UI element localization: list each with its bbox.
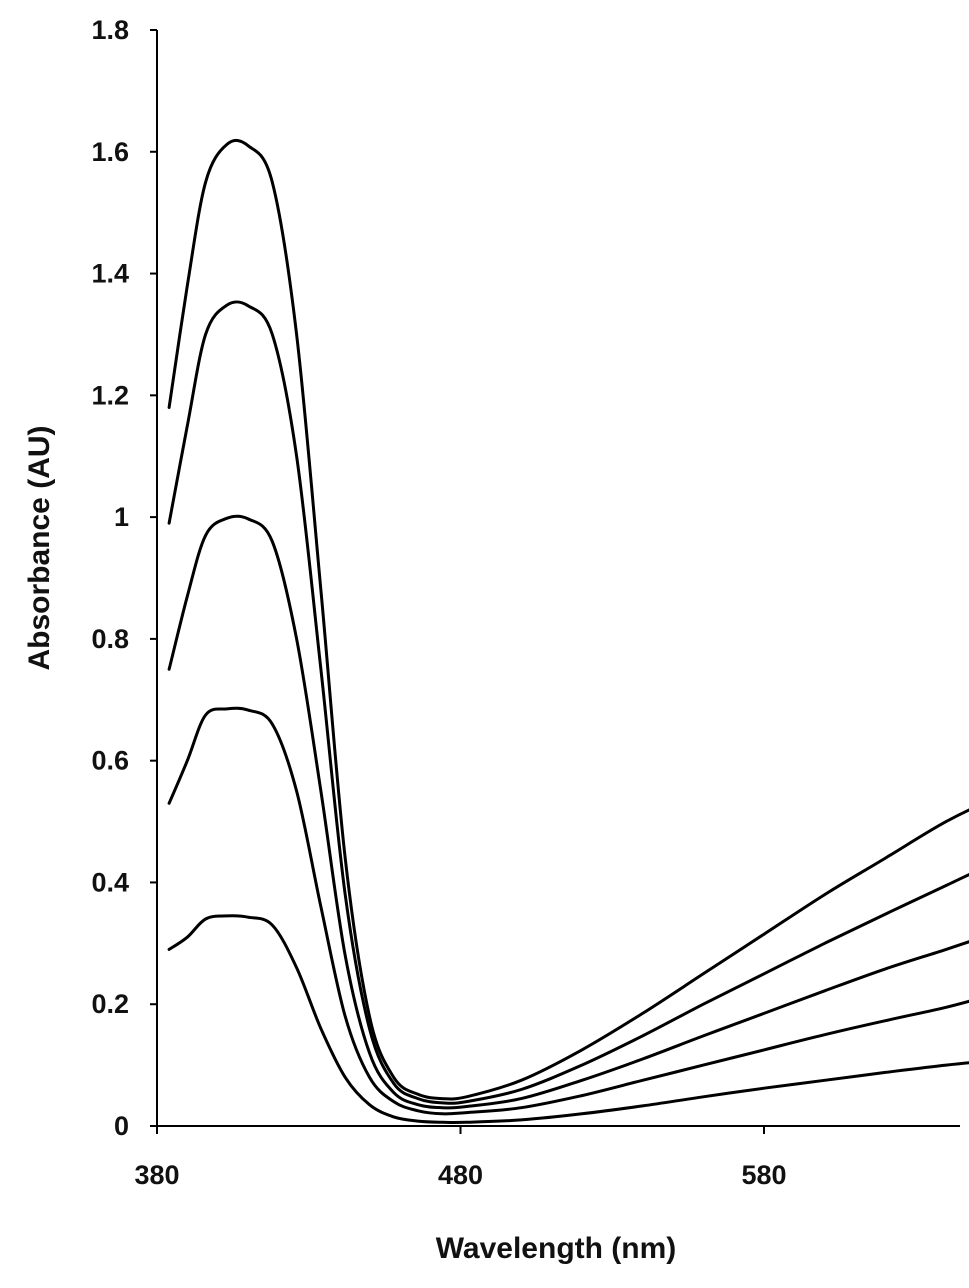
plot-lines xyxy=(167,138,969,1125)
x-axis-title: Wavelength (nm) xyxy=(436,1232,677,1265)
series-line-4 xyxy=(167,300,969,1105)
x-tick-label: 580 xyxy=(741,1160,786,1190)
y-tick-label: 0.2 xyxy=(91,989,129,1019)
y-tick-label: 0.8 xyxy=(91,624,129,654)
y-ticks: 0 0.2 0.4 0.6 0.8 1 1.2 1.4 1.6 1.8 xyxy=(91,15,157,1141)
x-ticks: 380480580680780880 xyxy=(134,1126,787,1190)
series-line-5 xyxy=(167,138,969,1101)
x-tick-label: 480 xyxy=(438,1160,483,1190)
y-axis-title: Absorbance (AU) xyxy=(23,425,56,670)
series-line-2 xyxy=(167,706,969,1116)
x-tick-label: 380 xyxy=(134,1160,179,1190)
y-tick-label: 1.2 xyxy=(91,380,129,410)
y-tick-label: 1.6 xyxy=(91,137,129,167)
y-tick-label: 1.8 xyxy=(91,15,129,45)
y-tick-label: 0 xyxy=(114,1111,129,1141)
y-tick-label: 0.6 xyxy=(91,746,129,776)
axes xyxy=(156,30,960,1127)
series-line-1 xyxy=(167,914,969,1125)
y-tick-label: 1.4 xyxy=(91,259,129,289)
series-line-3 xyxy=(167,514,969,1110)
y-tick-label: 0.4 xyxy=(91,867,129,897)
y-tick-label: 1 xyxy=(114,502,129,532)
